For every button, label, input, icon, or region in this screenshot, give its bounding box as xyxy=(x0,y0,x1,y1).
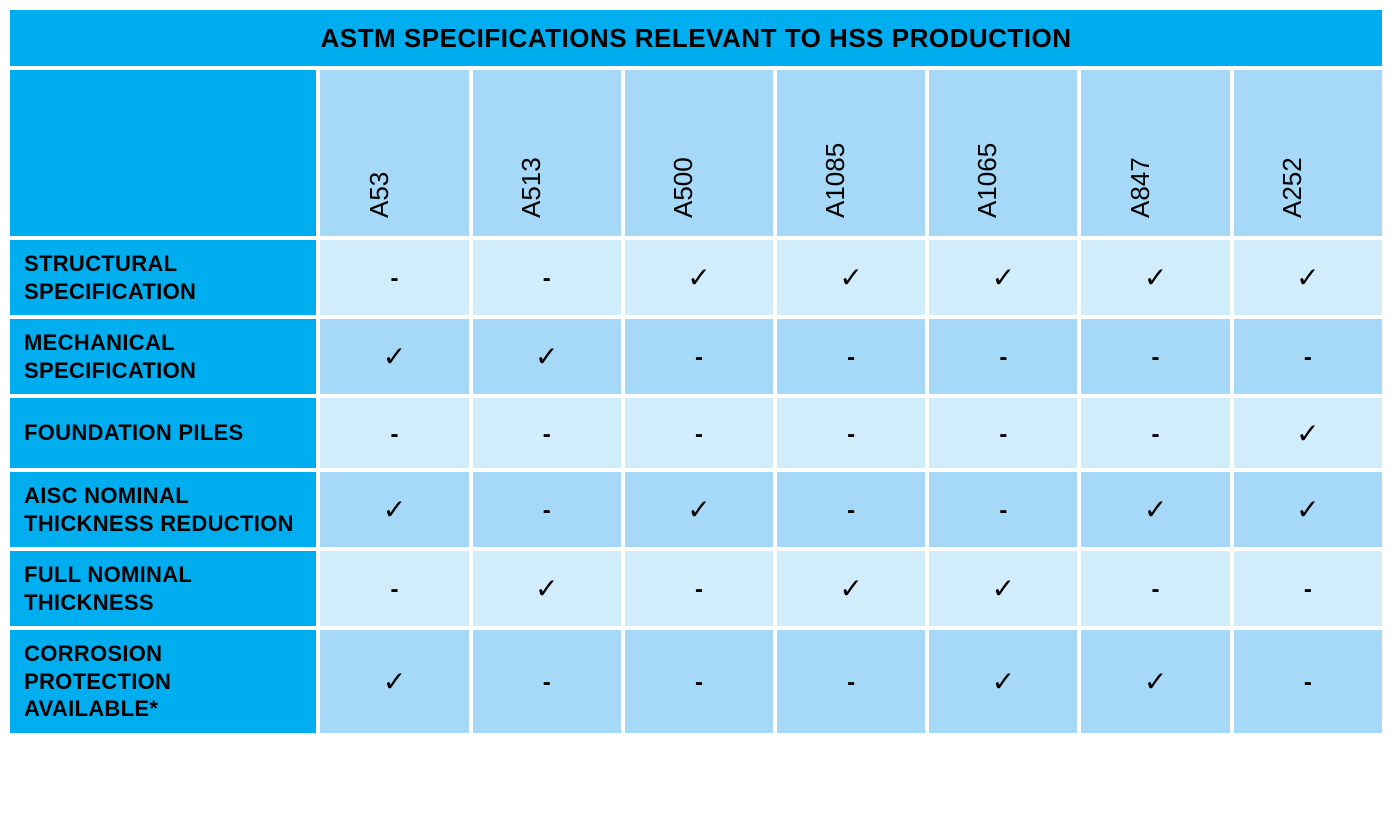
cell: - xyxy=(471,238,623,317)
cell: - xyxy=(318,238,470,317)
cell: - xyxy=(1079,549,1231,628)
cell: ✓ xyxy=(623,470,775,549)
cell: ✓ xyxy=(318,628,470,735)
row-label-foundation: FOUNDATION PILES xyxy=(8,396,318,470)
col-header-a847: A847 xyxy=(1079,68,1231,238)
cell: - xyxy=(623,317,775,396)
col-header-a1065: A1065 xyxy=(927,68,1079,238)
col-header-a513: A513 xyxy=(471,68,623,238)
cell: ✓ xyxy=(927,238,1079,317)
cell: ✓ xyxy=(1232,470,1384,549)
cell: ✓ xyxy=(927,549,1079,628)
cell: ✓ xyxy=(471,549,623,628)
cell: ✓ xyxy=(775,549,927,628)
cell: ✓ xyxy=(1232,396,1384,470)
cell: - xyxy=(471,628,623,735)
cell: - xyxy=(1232,628,1384,735)
cell: - xyxy=(318,396,470,470)
cell: - xyxy=(623,628,775,735)
table-row: STRUCTURAL SPECIFICATION - - ✓ ✓ ✓ ✓ ✓ xyxy=(8,238,1384,317)
row-label-aisc: AISC NOMINAL THICKNESS REDUCTION xyxy=(8,470,318,549)
row-label-corrosion: CORROSION PROTECTION AVAILABLE* xyxy=(8,628,318,735)
cell: ✓ xyxy=(1079,470,1231,549)
cell: - xyxy=(471,396,623,470)
cell: - xyxy=(1079,396,1231,470)
cell: - xyxy=(775,628,927,735)
table-row: FULL NOMINAL THICKNESS - ✓ - ✓ ✓ - - xyxy=(8,549,1384,628)
cell: - xyxy=(1232,549,1384,628)
cell: ✓ xyxy=(318,317,470,396)
cell: ✓ xyxy=(775,238,927,317)
astm-spec-table: ASTM SPECIFICATIONS RELEVANT TO HSS PROD… xyxy=(8,8,1384,735)
title-row: ASTM SPECIFICATIONS RELEVANT TO HSS PROD… xyxy=(8,8,1384,68)
cell: - xyxy=(775,396,927,470)
header-row: A53 A513 A500 A1085 A1065 A847 A252 xyxy=(8,68,1384,238)
row-label-structural: STRUCTURAL SPECIFICATION xyxy=(8,238,318,317)
cell: - xyxy=(623,396,775,470)
cell: ✓ xyxy=(927,628,1079,735)
cell: ✓ xyxy=(471,317,623,396)
cell: - xyxy=(927,317,1079,396)
header-blank xyxy=(8,68,318,238)
table-row: AISC NOMINAL THICKNESS REDUCTION ✓ - ✓ -… xyxy=(8,470,1384,549)
col-header-a53: A53 xyxy=(318,68,470,238)
cell: - xyxy=(318,549,470,628)
col-header-a252: A252 xyxy=(1232,68,1384,238)
row-label-fullnominal: FULL NOMINAL THICKNESS xyxy=(8,549,318,628)
cell: ✓ xyxy=(1079,238,1231,317)
row-label-mechanical: MECHANICAL SPECIFICATION xyxy=(8,317,318,396)
table-row: MECHANICAL SPECIFICATION ✓ ✓ - - - - - xyxy=(8,317,1384,396)
cell: - xyxy=(927,396,1079,470)
table-row: FOUNDATION PILES - - - - - - ✓ xyxy=(8,396,1384,470)
cell: - xyxy=(623,549,775,628)
col-header-a1085: A1085 xyxy=(775,68,927,238)
cell: - xyxy=(775,470,927,549)
table-row: CORROSION PROTECTION AVAILABLE* ✓ - - - … xyxy=(8,628,1384,735)
cell: - xyxy=(1079,317,1231,396)
cell: ✓ xyxy=(1232,238,1384,317)
cell: ✓ xyxy=(318,470,470,549)
col-header-a500: A500 xyxy=(623,68,775,238)
table-title: ASTM SPECIFICATIONS RELEVANT TO HSS PROD… xyxy=(8,8,1384,68)
cell: - xyxy=(471,470,623,549)
cell: - xyxy=(775,317,927,396)
cell: - xyxy=(1232,317,1384,396)
cell: - xyxy=(927,470,1079,549)
cell: ✓ xyxy=(623,238,775,317)
cell: ✓ xyxy=(1079,628,1231,735)
